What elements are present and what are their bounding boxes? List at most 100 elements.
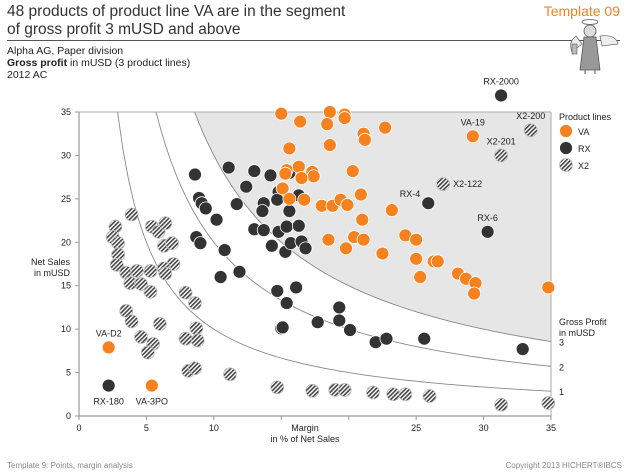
legend-label-va: VA — [578, 127, 589, 137]
legend-title: Product lines — [559, 112, 612, 122]
point-x2 — [178, 331, 193, 346]
point-rx — [232, 264, 247, 279]
point-rx — [217, 243, 232, 258]
y-tick-label: 5 — [66, 368, 71, 378]
point-rx — [247, 164, 262, 178]
x-axis-label-line2: in % of Net Sales — [270, 434, 340, 444]
point-va — [339, 241, 353, 256]
legend-label-rx: RX — [578, 144, 591, 154]
y-tick-label: 15 — [61, 281, 71, 291]
title-line-1: 48 products of product line VA are in th… — [7, 3, 346, 20]
footer-template-note: Template 9: Points, margin analysis — [7, 461, 133, 470]
x-axis-label-line1: Margin — [291, 423, 319, 433]
point-va — [101, 340, 116, 355]
point-va — [409, 232, 424, 247]
iso-profit-curve-3 — [194, 111, 552, 342]
point-va — [322, 105, 337, 119]
point-rx — [239, 179, 254, 194]
point-va — [355, 212, 370, 227]
point-label-x2-201: X2-201 — [487, 136, 516, 146]
point-rx — [270, 284, 285, 298]
point-va — [275, 181, 290, 196]
point-x2 — [494, 397, 509, 412]
y-axis-label-line2: in mUSD — [34, 268, 71, 278]
point-x2 — [178, 285, 193, 300]
point-va — [340, 198, 355, 212]
x-tick-label: 35 — [546, 423, 556, 433]
point-rx — [255, 204, 270, 218]
point-x2 — [523, 123, 538, 138]
point-va — [294, 171, 309, 185]
iso-profit-curve-1 — [117, 111, 552, 392]
y-tick-label: 0 — [66, 411, 71, 421]
point-x2 — [134, 330, 148, 344]
point-rx — [263, 168, 278, 183]
point-rx — [332, 300, 347, 315]
point-va — [356, 232, 371, 247]
point-x2 — [158, 216, 173, 231]
point-va — [541, 280, 556, 295]
measure-rest: in mUSD (3 product lines) — [67, 57, 191, 69]
point-va — [322, 138, 337, 152]
point-label-va-3po: VA-3PO — [136, 397, 168, 407]
x-tick-label: 5 — [144, 423, 149, 433]
point-x2 — [109, 257, 124, 272]
y-axis-label-line1: Net Sales — [31, 257, 71, 267]
point-rx — [213, 270, 228, 284]
page-title: 48 products of product line VA are in th… — [7, 3, 345, 39]
point-x2 — [223, 367, 237, 382]
point-rx — [343, 323, 357, 337]
x-tick-label: 10 — [209, 423, 219, 433]
point-x2 — [124, 314, 139, 329]
point-va — [297, 192, 312, 207]
point-label-rx-180: RX-180 — [93, 397, 124, 407]
point-x2 — [190, 333, 205, 348]
point-rx — [480, 224, 495, 239]
point-label-x2-122: X2-122 — [453, 179, 482, 189]
y-tick-label: 20 — [61, 237, 71, 247]
point-va — [291, 159, 306, 174]
point-x2 — [366, 385, 380, 400]
point-rx — [417, 331, 432, 346]
gross-profit-title-line1: Gross Profit — [559, 317, 607, 327]
point-label-rx-4: RX-4 — [400, 189, 421, 199]
point-va — [357, 132, 372, 147]
measure-label: Gross profit in mUSD (3 product lines) — [7, 57, 190, 69]
point-x2 — [386, 387, 401, 402]
point-va — [430, 254, 445, 269]
company-label: Alpha AG, Paper division — [7, 45, 124, 57]
point-va — [384, 203, 399, 218]
point-rx — [221, 160, 236, 175]
iso-profit-label-1: 1 — [559, 387, 564, 397]
point-x2 — [494, 148, 509, 163]
point-rx — [198, 201, 213, 216]
legend-marker-rx — [559, 141, 573, 155]
point-rx — [494, 88, 509, 103]
point-rx — [264, 238, 279, 253]
point-x2 — [337, 383, 352, 397]
point-rx — [421, 196, 436, 211]
point-label-x2-200: X2-200 — [516, 111, 545, 121]
point-rx — [275, 320, 290, 335]
x-tick-label: 25 — [411, 423, 421, 433]
point-label-va-d2: VA-D2 — [96, 328, 122, 338]
point-rx — [515, 342, 530, 357]
point-va — [413, 270, 428, 284]
point-label-va-19: VA-19 — [461, 117, 485, 127]
point-x2 — [398, 387, 413, 402]
point-va — [353, 187, 368, 202]
point-x2 — [140, 345, 155, 360]
gross-profit-title-line2: in mUSD — [559, 328, 596, 338]
period-label: 2012 AC — [7, 69, 48, 81]
iso-profit-label-3: 3 — [559, 338, 564, 348]
point-va — [337, 111, 352, 125]
point-va — [321, 232, 336, 247]
point-rx — [229, 197, 244, 211]
point-va — [467, 286, 482, 301]
point-va — [378, 120, 393, 135]
point-x2 — [124, 207, 139, 222]
y-tick-label: 30 — [61, 150, 71, 160]
measure-bold: Gross profit — [7, 57, 68, 69]
angel-mascot-icon — [570, 19, 619, 74]
